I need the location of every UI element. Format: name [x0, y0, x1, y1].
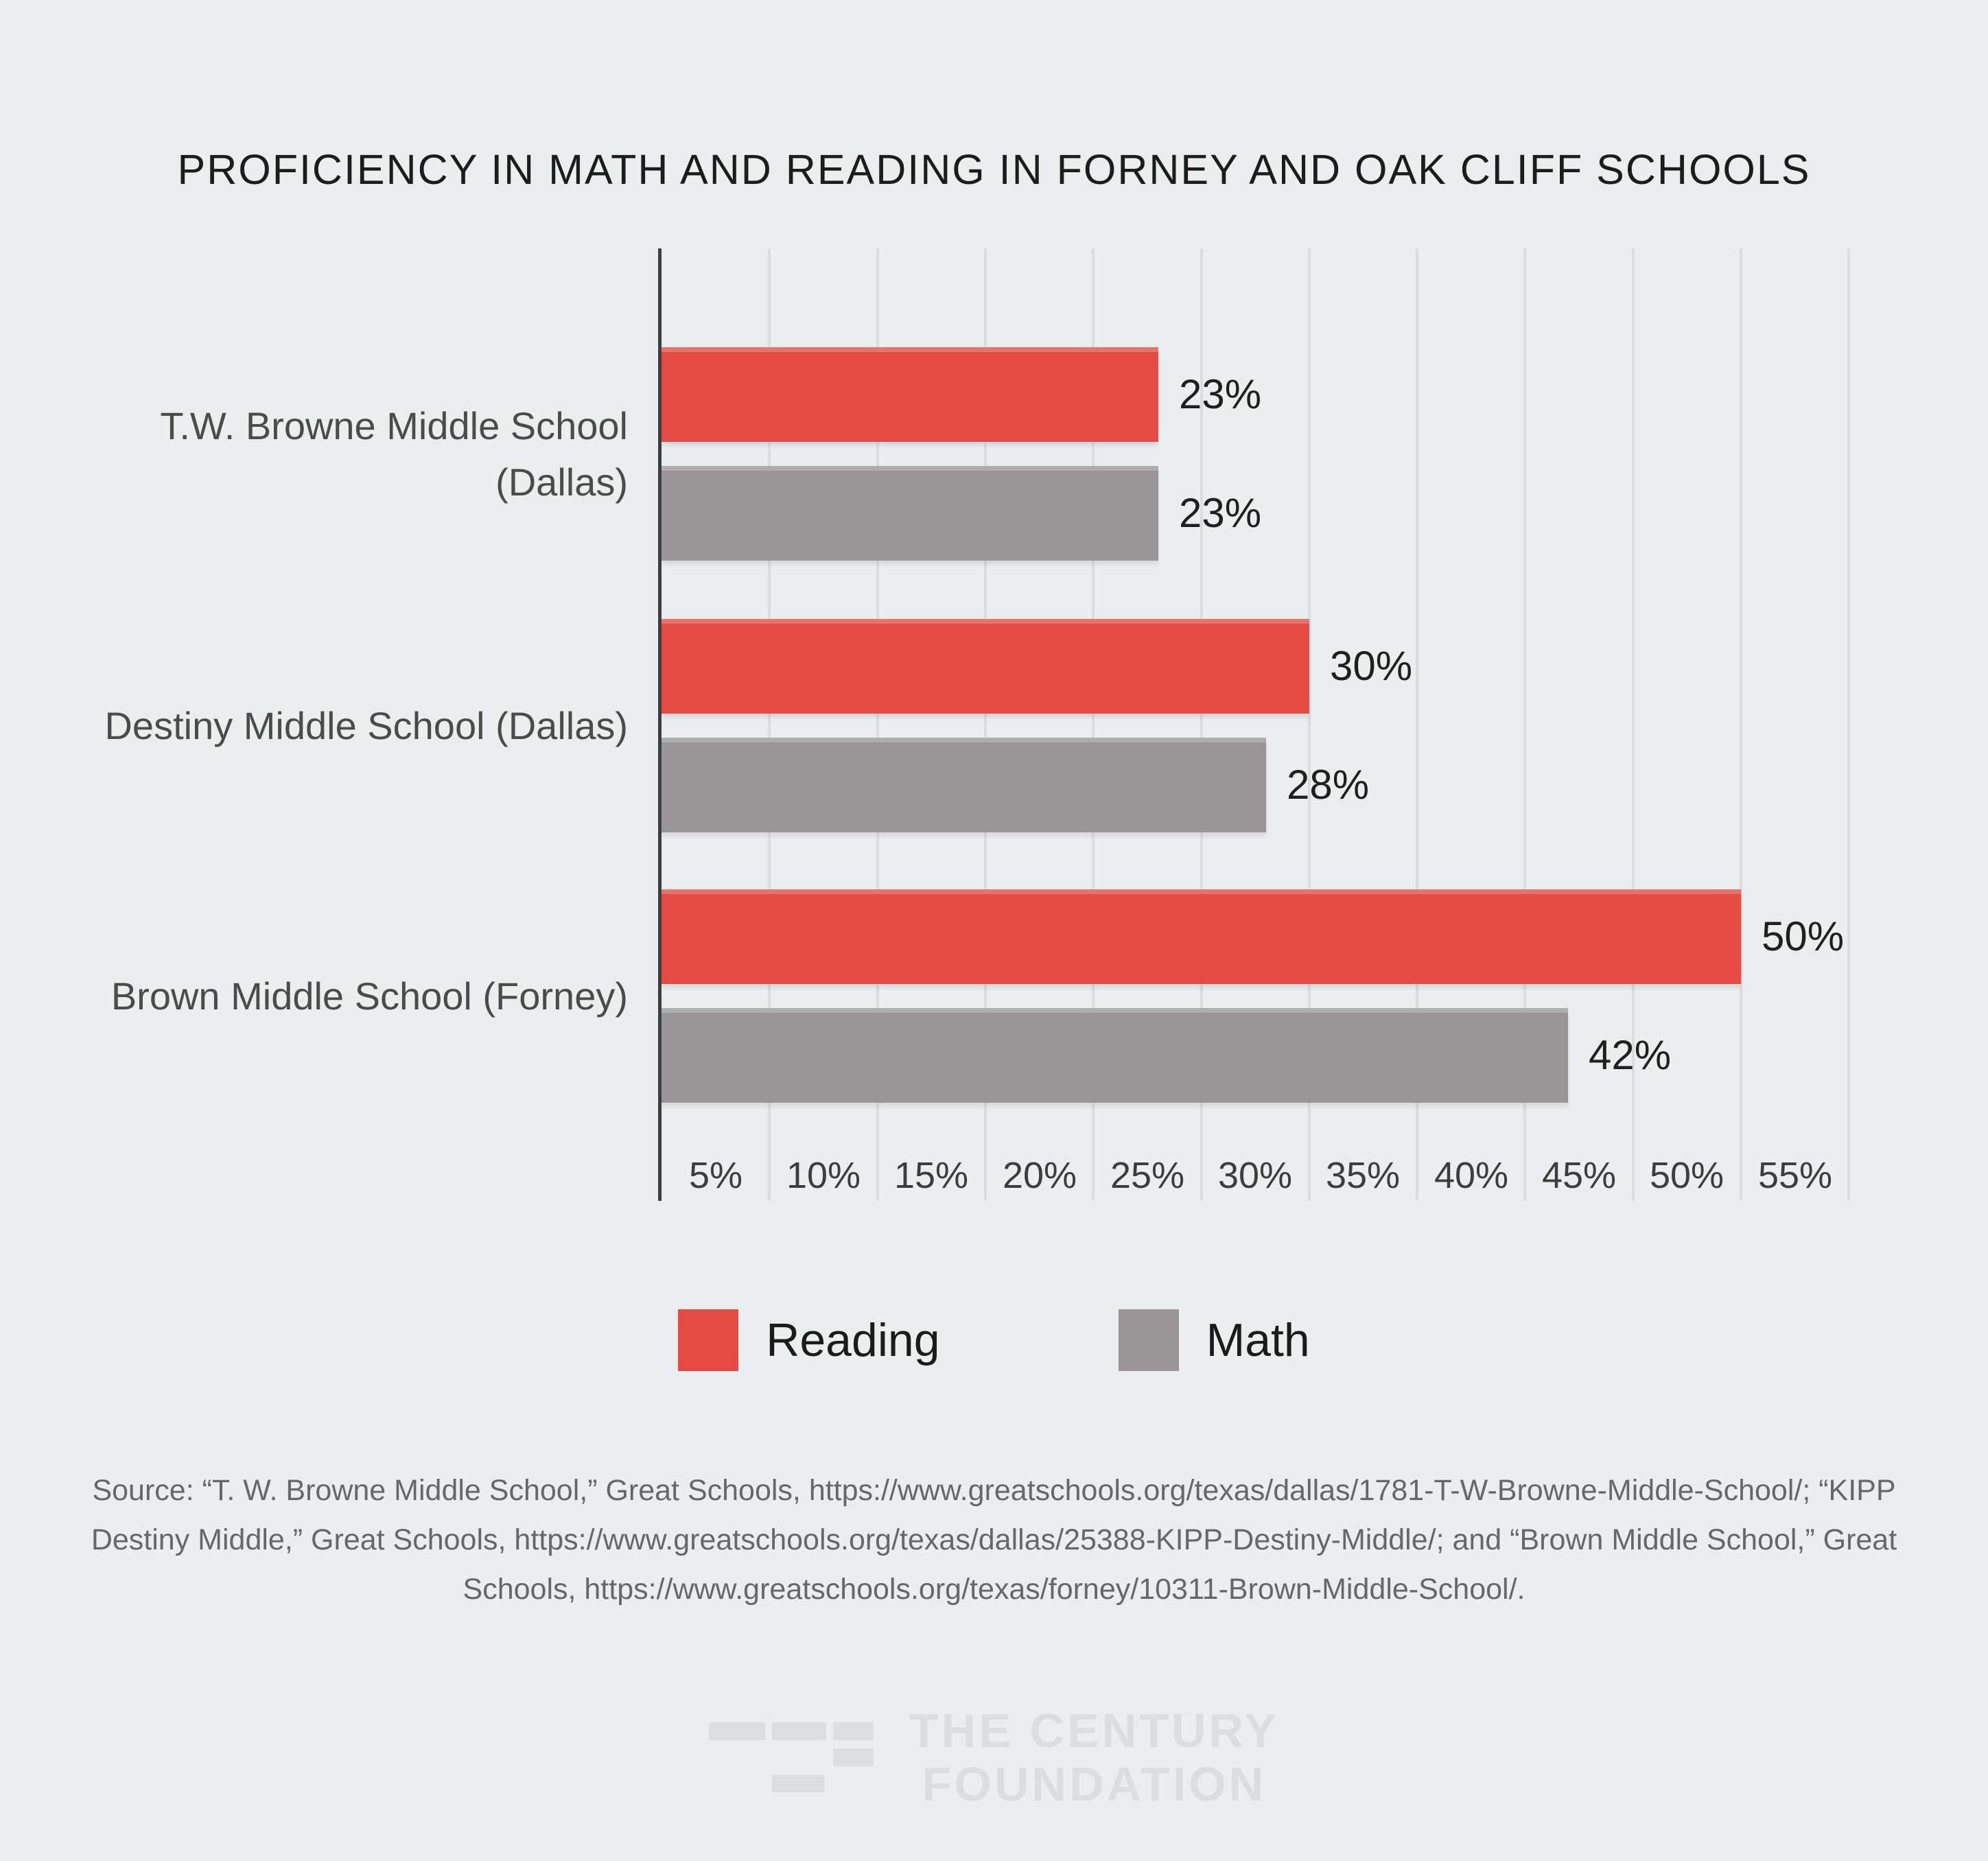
bar-value-label: 42%	[1589, 1032, 1672, 1078]
category-label: Destiny Middle School (Dallas)	[104, 703, 628, 747]
gridline	[1632, 248, 1635, 1201]
x-tick-label: 25%	[1110, 1155, 1185, 1196]
bar-reading	[662, 347, 1158, 442]
x-tick-label: 35%	[1325, 1155, 1401, 1196]
bar-value-label: 30%	[1330, 643, 1413, 689]
x-tick-label: 50%	[1649, 1155, 1724, 1196]
legend-item: Reading	[678, 1309, 940, 1371]
gridline	[1416, 248, 1418, 1201]
legend-label: Reading	[766, 1314, 940, 1366]
chart-title: PROFICIENCY IN MATH AND READING IN FORNE…	[177, 146, 1811, 193]
logo-bar	[771, 1774, 824, 1792]
x-tick-label: 10%	[786, 1155, 861, 1196]
legend-item: Math	[1118, 1309, 1310, 1371]
logo-bar	[832, 1748, 874, 1766]
gridline	[1308, 248, 1311, 1201]
legend-label: Math	[1206, 1314, 1310, 1366]
source-line: Destiny Middle,” Great Schools, https://…	[91, 1523, 1897, 1556]
y-axis-line	[658, 248, 662, 1201]
tcf-logo-icon	[708, 1722, 874, 1792]
bar-math	[662, 1008, 1568, 1103]
source-note: Source: “T. W. Browne Middle School,” Gr…	[0, 1466, 1988, 1614]
bar-value-label: 28%	[1287, 762, 1370, 808]
x-tick-label: 20%	[1002, 1155, 1077, 1196]
gridline	[1740, 248, 1742, 1201]
logo-line2: FOUNDATION	[922, 1757, 1267, 1811]
gridline	[1092, 248, 1095, 1201]
logo-bar	[708, 1722, 765, 1740]
gridline	[768, 248, 771, 1201]
logo-bar	[832, 1722, 874, 1740]
bar-reading	[662, 619, 1309, 714]
legend: Reading Math	[0, 1309, 1988, 1371]
logo-bar	[771, 1722, 826, 1740]
gridline	[984, 248, 987, 1201]
source-line: Schools, https://www.greatschools.org/te…	[463, 1573, 1525, 1606]
gridline	[1200, 248, 1203, 1201]
bar-math	[662, 738, 1266, 832]
legend-swatch	[1118, 1309, 1179, 1371]
gridline	[876, 248, 879, 1201]
bar-value-label: 23%	[1179, 490, 1262, 536]
x-tick-label: 45%	[1541, 1155, 1617, 1196]
logo-line1: THE CENTURY	[909, 1703, 1280, 1757]
bar-math	[662, 466, 1158, 561]
x-tick-label: 5%	[688, 1155, 743, 1196]
source-line: Source: “T. W. Browne Middle School,” Gr…	[92, 1474, 1896, 1507]
bar-value-label: 23%	[1179, 371, 1262, 417]
bar-reading	[662, 889, 1741, 984]
x-tick-label: 40%	[1434, 1155, 1509, 1196]
bar-value-label: 50%	[1762, 913, 1845, 959]
category-label: T.W. Browne Middle School (Dallas)	[160, 403, 628, 504]
gridline	[1847, 248, 1850, 1201]
x-tick-label: 30%	[1217, 1155, 1293, 1196]
tcf-logo-text: THE CENTURY FOUNDATION	[909, 1704, 1279, 1811]
category-label: Brown Middle School (Forney)	[110, 974, 628, 1018]
legend-swatch	[678, 1309, 739, 1371]
gridline	[1523, 248, 1526, 1201]
x-tick-label: 15%	[893, 1155, 969, 1196]
x-tick-label: 55%	[1757, 1155, 1833, 1196]
tcf-logo: THE CENTURY FOUNDATION	[0, 1700, 1988, 1814]
